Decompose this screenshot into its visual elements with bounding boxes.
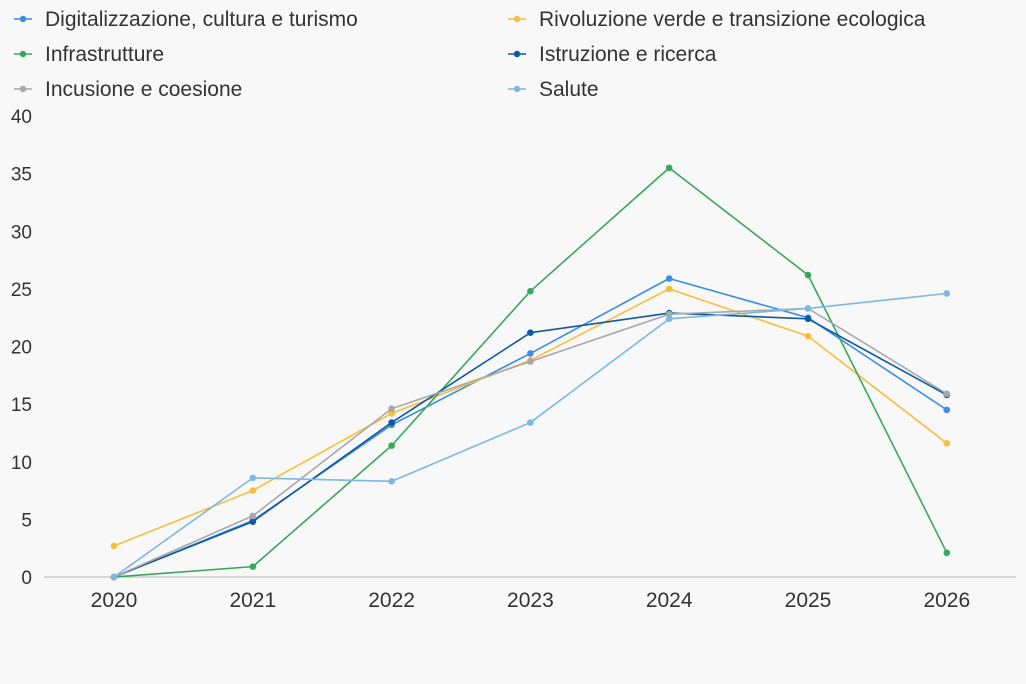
data-point[interactable] xyxy=(943,390,951,398)
data-point[interactable] xyxy=(249,518,257,525)
x-tick-label: 2023 xyxy=(507,589,554,612)
legend-swatch-dot xyxy=(513,50,521,58)
legend-item-digitalizzazione-cultura-e-turismo[interactable]: Digitalizzazione, cultura e turismo xyxy=(14,8,358,31)
series-rivoluzione-verde-e-transizione-ecologica xyxy=(110,285,951,550)
data-point[interactable] xyxy=(665,285,673,293)
series-digitalizzazione-cultura-e-turismo xyxy=(110,275,951,581)
legend-label: Istruzione e ricerca xyxy=(539,43,717,66)
legend-item-rivoluzione-verde-e-transizione-ecologica[interactable]: Rivoluzione verde e transizione ecologic… xyxy=(508,8,926,31)
legend-item-infrastrutture[interactable]: Infrastrutture xyxy=(14,43,164,66)
legend-swatch-dot xyxy=(19,15,27,23)
legend-item-salute[interactable]: Salute xyxy=(508,78,599,101)
legend-swatch-dot xyxy=(513,85,521,93)
y-tick-label: 5 xyxy=(21,510,32,531)
data-point[interactable] xyxy=(665,310,673,318)
data-point[interactable] xyxy=(804,271,812,279)
data-point[interactable] xyxy=(527,358,534,365)
data-point[interactable] xyxy=(943,290,951,297)
data-point[interactable] xyxy=(665,275,673,282)
legend-swatch-dot xyxy=(513,15,521,23)
data-point[interactable] xyxy=(665,315,673,323)
data-point[interactable] xyxy=(804,305,812,312)
x-tick-label: 2025 xyxy=(785,589,832,612)
legend-label: Salute xyxy=(539,78,599,101)
series-line xyxy=(113,277,948,578)
legend-item-istruzione-e-ricerca[interactable]: Istruzione e ricerca xyxy=(508,43,717,66)
series-layer xyxy=(110,164,951,581)
data-point[interactable] xyxy=(665,164,673,172)
legend: Digitalizzazione, cultura e turismo Rivol… xyxy=(14,8,926,101)
series-salute xyxy=(110,290,951,581)
y-tick-label: 30 xyxy=(11,222,32,243)
data-point[interactable] xyxy=(527,350,534,357)
y-tick-label: 25 xyxy=(11,280,32,301)
legend-label: Infrastrutture xyxy=(45,43,164,66)
series-incusione-e-coesione xyxy=(110,305,951,581)
x-tick-label: 2024 xyxy=(646,589,693,612)
legend-label: Digitalizzazione, cultura e turismo xyxy=(45,8,358,31)
data-point[interactable] xyxy=(249,474,257,482)
data-point[interactable] xyxy=(388,478,395,485)
series-line xyxy=(113,167,948,578)
data-point[interactable] xyxy=(249,512,257,520)
data-point[interactable] xyxy=(388,419,395,426)
data-point[interactable] xyxy=(943,549,951,557)
data-point[interactable] xyxy=(388,442,395,449)
data-point[interactable] xyxy=(943,406,951,414)
x-tick-label: 2021 xyxy=(229,589,276,612)
data-point[interactable] xyxy=(527,329,534,336)
data-point[interactable] xyxy=(943,440,951,447)
legend-label: Incusione e coesione xyxy=(45,78,242,101)
y-tick-label: 15 xyxy=(11,395,32,416)
x-tick-label: 2020 xyxy=(91,589,138,612)
series-line xyxy=(113,292,947,578)
data-point[interactable] xyxy=(388,405,395,413)
y-tick-label: 35 xyxy=(11,165,32,186)
data-point[interactable] xyxy=(527,287,534,295)
y-tick-label: 20 xyxy=(11,338,32,359)
x-tick-label: 2026 xyxy=(923,589,970,612)
data-point[interactable] xyxy=(388,410,395,417)
y-tick-label: 0 xyxy=(21,568,32,589)
data-point[interactable] xyxy=(249,563,257,570)
legend-label: Rivoluzione verde e transizione ecologic… xyxy=(539,8,926,31)
data-point[interactable] xyxy=(804,315,812,323)
legend-swatch-dot xyxy=(19,50,27,58)
series-line xyxy=(113,307,948,578)
data-point[interactable] xyxy=(527,419,534,426)
data-point[interactable] xyxy=(110,573,118,581)
y-tick-label: 10 xyxy=(11,453,32,474)
x-tick-label: 2022 xyxy=(368,589,415,612)
legend-swatch-dot xyxy=(19,85,27,93)
data-point[interactable] xyxy=(249,487,257,494)
y-tick-label: 40 xyxy=(11,107,32,128)
legend-item-incusione-e-coesione[interactable]: Incusione e coesione xyxy=(14,78,242,101)
series-infrastrutture xyxy=(110,164,951,581)
data-point[interactable] xyxy=(110,542,118,550)
y-axis: 0 5 10 15 20 25 30 35 40 xyxy=(11,107,32,589)
x-axis: 2020 2021 2022 2023 2024 2025 2026 xyxy=(44,576,1016,612)
data-point[interactable] xyxy=(804,332,812,340)
